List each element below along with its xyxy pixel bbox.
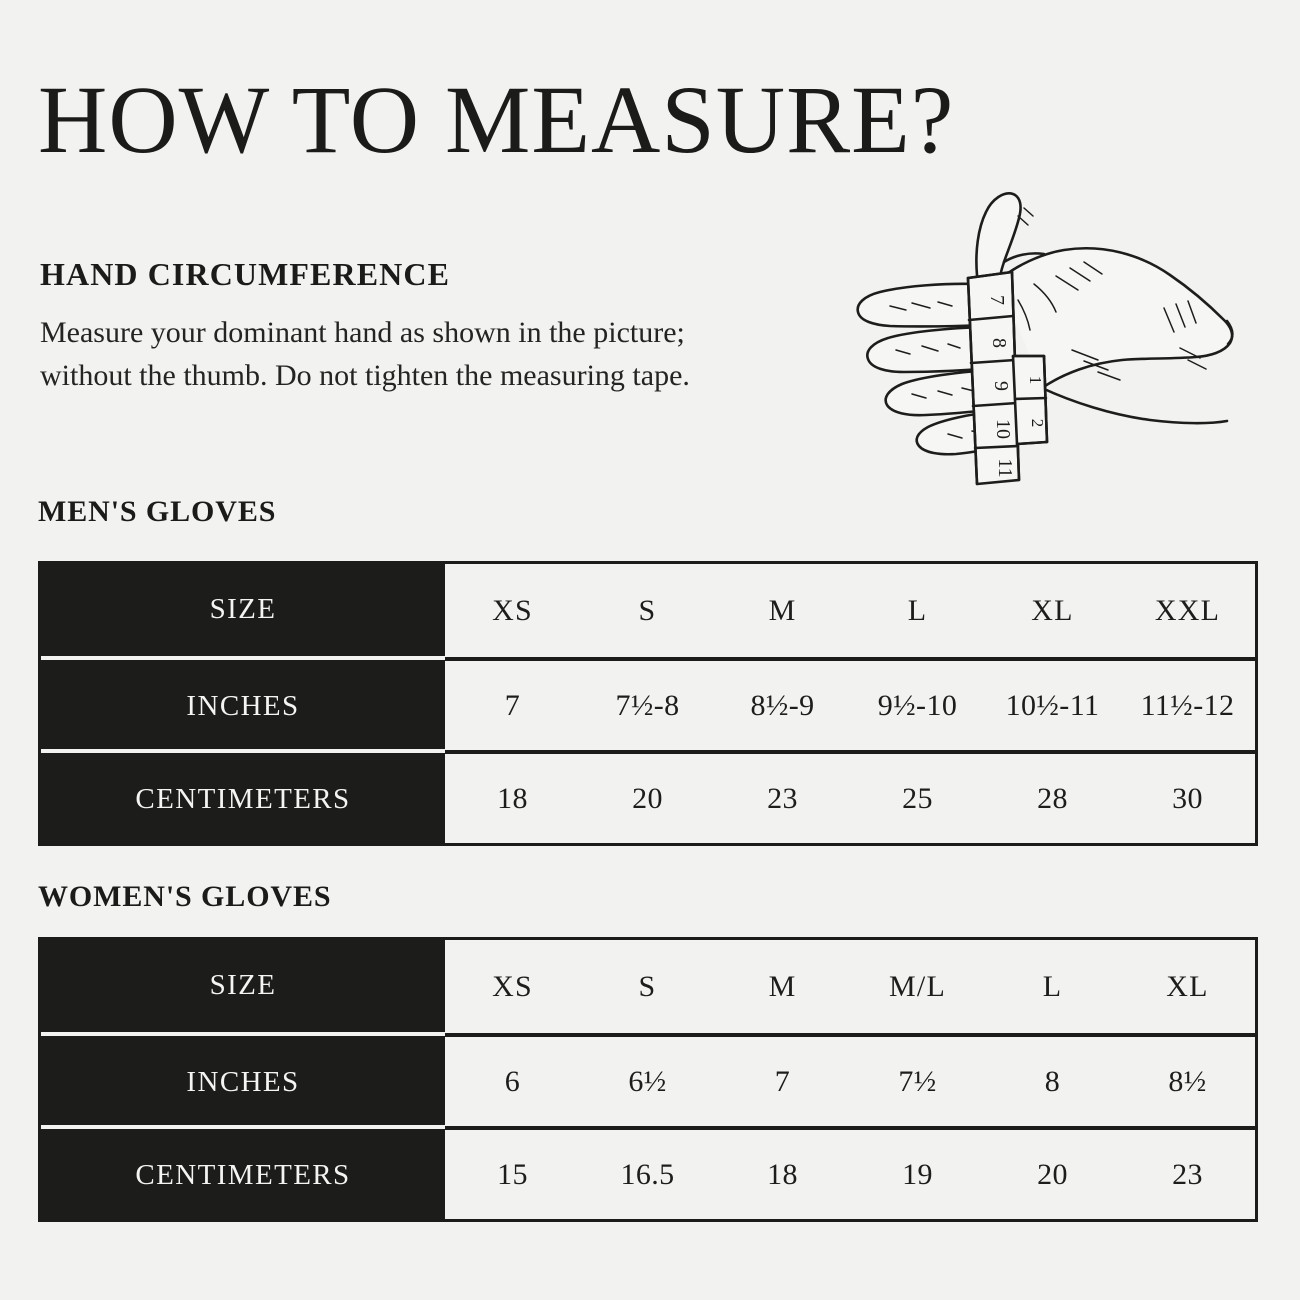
cell-inches-s: 6½ <box>628 1064 667 1098</box>
cell-size-m: M <box>768 593 797 627</box>
cell-inches-l: 8 <box>1044 1064 1061 1098</box>
row-values: 7 7½-8 8½-9 9½-10 10½-11 11½-12 <box>445 661 1255 750</box>
table-row: SIZE XS S M M/L L XL <box>41 939 1255 1033</box>
cell-cm-l: 25 <box>902 781 933 815</box>
measuring-instructions-text: Measure your dominant hand as shown in t… <box>40 316 690 392</box>
section-heading-womens-gloves: WOMEN'S GLOVES <box>38 880 332 913</box>
cell-inches-m: 8½-9 <box>750 688 815 722</box>
cell-inches-xl: 10½-11 <box>1005 688 1100 722</box>
cell-cm-xl: 28 <box>1037 781 1068 815</box>
cell-size-xs: XS <box>492 593 533 627</box>
cell-cm-s: 20 <box>632 781 663 815</box>
row-values: 6 6½ 7 7½ 8 8½ <box>445 1037 1255 1126</box>
cell-cm-m: 23 <box>767 781 798 815</box>
cell-size-xxl: XXL <box>1154 593 1221 627</box>
table-row: CENTIMETERS 15 16.5 18 19 20 23 <box>41 1125 1255 1222</box>
tape-number-7: 7 <box>986 295 1008 305</box>
cell-cm-xxl: 30 <box>1172 781 1203 815</box>
cell-inches-m: 7 <box>774 1064 791 1098</box>
cell-size-s: S <box>638 593 657 627</box>
cell-size-l: L <box>907 593 928 627</box>
tape-end-number-2: 2 <box>1028 419 1047 428</box>
hand-circumference-subheading: HAND CIRCUMFERENCE <box>40 256 451 292</box>
page-title: HOW TO MEASURE? <box>38 66 955 173</box>
cell-cm-xs: 18 <box>497 781 528 815</box>
hand-illustration: 7 8 9 10 11 1 2 <box>772 180 1242 535</box>
row-values: 15 16.5 18 19 20 23 <box>445 1130 1255 1219</box>
cell-inches-xxl: 11½-12 <box>1140 688 1235 722</box>
row-label-inches: INCHES <box>41 1032 445 1129</box>
cell-cm-ml: 19 <box>902 1157 933 1191</box>
row-values: XS S M M/L L XL <box>445 940 1255 1033</box>
row-label-centimeters: CENTIMETERS <box>41 749 445 846</box>
cell-size-xs: XS <box>492 969 533 1003</box>
section-heading-mens-gloves: MEN'S GLOVES <box>38 495 277 528</box>
cell-inches-s: 7½-8 <box>615 688 680 722</box>
row-values: 18 20 23 25 28 30 <box>445 754 1255 843</box>
table-row: INCHES 7 7½-8 8½-9 9½-10 10½-11 11½-12 <box>41 656 1255 753</box>
tape-number-8: 8 <box>988 338 1010 348</box>
tape-number-10: 10 <box>992 419 1014 439</box>
row-label-size: SIZE <box>41 563 445 656</box>
tape-number-11: 11 <box>994 458 1016 477</box>
cell-size-m: M <box>768 969 797 1003</box>
cell-cm-xl: 23 <box>1172 1157 1203 1191</box>
cell-size-xl: XL <box>1031 593 1074 627</box>
cell-size-xl: XL <box>1166 969 1209 1003</box>
cell-inches-xs: 6 <box>504 1064 521 1098</box>
row-values: XS S M L XL XXL <box>445 564 1255 657</box>
cell-size-s: S <box>638 969 657 1003</box>
row-label-size: SIZE <box>41 939 445 1032</box>
mens-gloves-size-table: SIZE XS S M L XL XXL INCHES 7 7½-8 8½-9 … <box>38 561 1258 846</box>
cell-inches-xs: 7 <box>504 688 521 722</box>
row-label-inches: INCHES <box>41 656 445 753</box>
cell-cm-xs: 15 <box>497 1157 528 1191</box>
cell-cm-m: 18 <box>767 1157 798 1191</box>
cell-inches-l: 9½-10 <box>877 688 958 722</box>
hand-with-measuring-tape-icon: 7 8 9 10 11 1 2 <box>856 192 1234 486</box>
table-row: CENTIMETERS 18 20 23 25 28 30 <box>41 749 1255 846</box>
cell-cm-s: 16.5 <box>620 1157 675 1191</box>
table-row: INCHES 6 6½ 7 7½ 8 8½ <box>41 1032 1255 1129</box>
row-label-centimeters: CENTIMETERS <box>41 1125 445 1222</box>
tape-number-9: 9 <box>990 381 1012 391</box>
tape-end-number-1: 1 <box>1026 376 1045 385</box>
cell-size-ml: M/L <box>889 969 946 1003</box>
table-row: SIZE XS S M L XL XXL <box>41 563 1255 657</box>
cell-inches-ml: 7½ <box>898 1064 937 1098</box>
womens-gloves-size-table: SIZE XS S M M/L L XL INCHES 6 6½ 7 7½ 8 … <box>38 937 1258 1222</box>
cell-cm-l: 20 <box>1037 1157 1068 1191</box>
cell-size-l: L <box>1042 969 1063 1003</box>
cell-inches-xl: 8½ <box>1168 1064 1207 1098</box>
